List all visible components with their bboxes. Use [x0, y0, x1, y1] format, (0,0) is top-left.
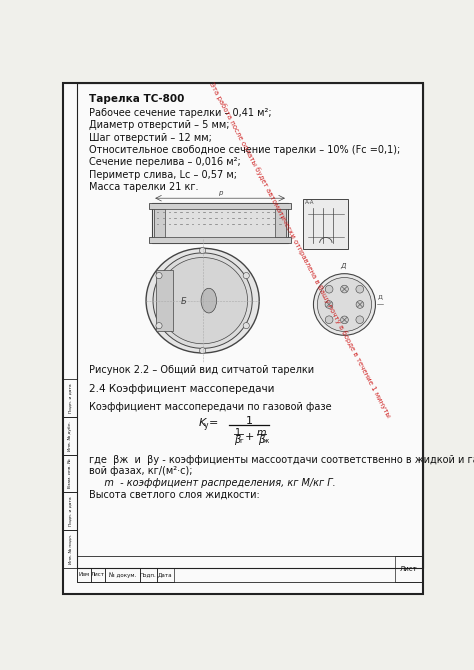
Text: р: р: [218, 190, 222, 196]
Text: m  - коэффициент распределения, кг М/кг Г.: m - коэффициент распределения, кг М/кг Г…: [95, 478, 336, 488]
Text: г: г: [239, 438, 243, 444]
Text: Б: Б: [181, 297, 187, 306]
Bar: [105, 567, 140, 582]
Text: Подп.: Подп.: [140, 572, 157, 578]
Bar: [149, 237, 291, 243]
Text: 2.4 Коэффициент массопередачи: 2.4 Коэффициент массопередачи: [89, 384, 274, 394]
Text: Тарелка ТС-800: Тарелка ТС-800: [89, 94, 184, 105]
Circle shape: [243, 273, 249, 279]
Text: =: =: [209, 417, 218, 427]
Circle shape: [156, 273, 162, 279]
Circle shape: [341, 285, 348, 293]
Bar: [156, 270, 173, 332]
Text: где  βж  и  βу - коэффициенты массоотдачи соответственно в жидкой и газо-: где βж и βу - коэффициенты массоотдачи с…: [89, 455, 474, 464]
Text: +: +: [245, 431, 254, 442]
Text: Д: Д: [378, 294, 383, 299]
Circle shape: [356, 316, 364, 324]
Text: Взам. инв. №: Взам. инв. №: [68, 459, 72, 488]
Text: Подп. и дата: Подп. и дата: [68, 383, 72, 413]
Bar: [303, 199, 348, 249]
Bar: [157, 567, 174, 582]
Text: Рабочее сечение тарелки – 0,41 м²;: Рабочее сечение тарелки – 0,41 м²;: [89, 108, 271, 118]
Text: Инв. № дубл.: Инв. № дубл.: [68, 421, 72, 451]
Circle shape: [243, 322, 249, 329]
Bar: [63, 417, 77, 455]
Text: Шаг отверстий – 12 мм;: Шаг отверстий – 12 мм;: [89, 133, 211, 143]
Bar: [63, 530, 77, 567]
Circle shape: [325, 301, 333, 308]
Ellipse shape: [158, 257, 247, 344]
Circle shape: [200, 247, 206, 254]
Text: 1: 1: [246, 416, 253, 426]
Text: m: m: [257, 427, 266, 438]
Text: Подп. и дата: Подп. и дата: [68, 496, 72, 526]
Text: Относительное свободное сечение тарелки – 10% (Fс =0,1);: Относительное свободное сечение тарелки …: [89, 145, 400, 155]
Text: Лист: Лист: [91, 572, 105, 578]
Text: Коэффициент массопередачи по газовой фазе: Коэффициент массопередачи по газовой фаз…: [89, 402, 331, 412]
Circle shape: [341, 316, 348, 324]
Text: Инв. № подл.: Инв. № подл.: [68, 534, 72, 564]
Text: β: β: [258, 436, 264, 446]
Text: у: у: [204, 421, 209, 429]
Bar: [63, 492, 77, 530]
Bar: [275, 209, 286, 237]
Text: № докум.: № докум.: [109, 572, 136, 578]
Text: Эта работа после оплаты будет автоматически отправлена в Вашу почту в борде в те: Эта работа после оплаты будет автоматиче…: [208, 81, 392, 419]
Bar: [154, 209, 286, 237]
Circle shape: [325, 285, 333, 293]
Text: Д: Д: [340, 263, 345, 269]
Circle shape: [356, 285, 364, 293]
Text: вой фазах, кг/(м²·с);: вой фазах, кг/(м²·с);: [89, 466, 192, 476]
Bar: [63, 455, 77, 492]
Bar: [91, 567, 105, 582]
Ellipse shape: [146, 249, 259, 353]
Circle shape: [325, 316, 333, 324]
Circle shape: [200, 348, 206, 354]
Bar: [395, 556, 423, 582]
Text: Дата: Дата: [158, 572, 173, 578]
Bar: [63, 379, 77, 417]
Text: ж: ж: [262, 438, 269, 444]
Text: Диаметр отверстий – 5 мм;: Диаметр отверстий – 5 мм;: [89, 121, 229, 131]
Text: Сечение перелива – 0,016 м²;: Сечение перелива – 0,016 м²;: [89, 157, 240, 168]
Bar: [140, 567, 157, 582]
Text: Рисунок 2.2 – Общий вид ситчатой тарелки: Рисунок 2.2 – Общий вид ситчатой тарелки: [89, 365, 314, 375]
Bar: [152, 203, 288, 243]
Circle shape: [356, 301, 364, 308]
Bar: [77, 556, 423, 582]
Text: K: K: [199, 417, 206, 427]
Ellipse shape: [153, 253, 252, 348]
Text: Изм: Изм: [79, 572, 90, 578]
Bar: [149, 203, 291, 209]
Text: β: β: [235, 436, 241, 446]
Ellipse shape: [313, 273, 375, 335]
Text: 1: 1: [235, 427, 241, 438]
Text: Периметр слива, Lс – 0,57 м;: Периметр слива, Lс – 0,57 м;: [89, 170, 237, 180]
Text: А-А: А-А: [305, 200, 314, 204]
Ellipse shape: [201, 288, 217, 313]
Text: Масса тарелки 21 кг.: Масса тарелки 21 кг.: [89, 182, 198, 192]
Bar: [77, 567, 91, 582]
Circle shape: [156, 322, 162, 329]
Text: Высота светлого слоя жидкости:: Высота светлого слоя жидкости:: [89, 489, 259, 499]
Text: Лист: Лист: [400, 566, 418, 572]
Bar: [154, 209, 165, 237]
Ellipse shape: [317, 277, 372, 332]
